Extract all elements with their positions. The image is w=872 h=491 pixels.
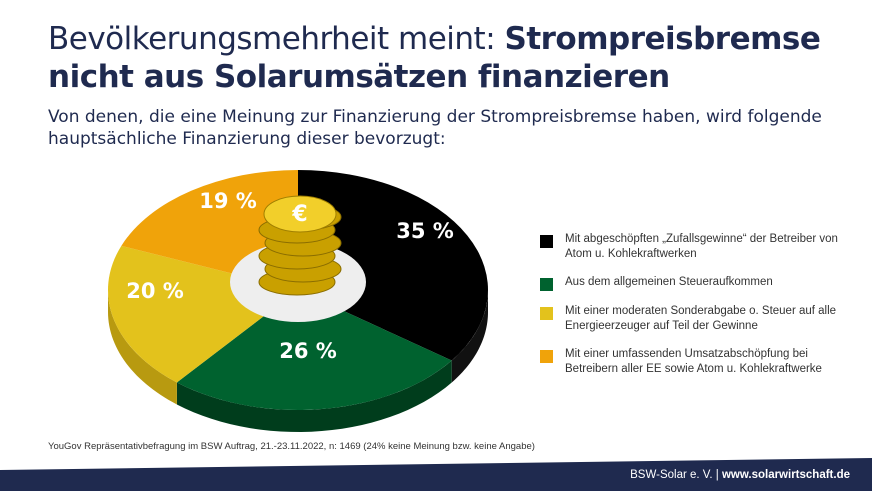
footer-org: BSW-Solar e. V. | [630, 469, 722, 481]
legend-label: Aus dem allgemeinen Steueraufkommen [565, 276, 773, 288]
legend-swatch [540, 278, 553, 291]
title-bold-line2: nicht aus Solarumsätzen finanzieren [48, 59, 670, 95]
legend-label: Mit einer umfassenden Umsatzabschöpfung … [565, 348, 822, 375]
footer-url: www.solarwirtschaft.de [721, 469, 850, 481]
title-normal: Bevölkerungsmehrheit meint: [48, 21, 505, 57]
pie-side-1 [176, 360, 452, 432]
legend-item: Mit einer umfassenden Umsatzabschöpfung … [540, 347, 840, 377]
pie-side-2 [108, 290, 177, 405]
subtitle: Von denen, die eine Meinung zur Finanzie… [48, 107, 822, 149]
legend-label: Mit abgeschöpften „Zufallsgewinne“ der B… [565, 233, 838, 260]
pie-slice-1 [176, 290, 452, 410]
euro-coins-icon: € [258, 195, 342, 296]
legend-label: Mit einer moderaten Sonderabgabe o. Steu… [565, 305, 837, 332]
legend-item: Mit abgeschöpften „Zufallsgewinne“ der B… [540, 232, 840, 262]
page-title: Bevölkerungsmehrheit meint: Strompreisbr… [48, 20, 821, 96]
footer: BSW-Solar e. V. | www.solarwirtschaft.de [630, 469, 850, 481]
data-label-0: 35 % [396, 219, 454, 243]
data-label-2: 20 % [126, 279, 184, 303]
pie-slice-0 [298, 170, 489, 361]
legend-swatch [540, 235, 553, 248]
title-bold: Strompreisbremse [504, 21, 821, 57]
legend-item: Aus dem allgemeinen Steueraufkommen [540, 275, 840, 291]
svg-text:€: € [291, 202, 307, 227]
legend-swatch [540, 350, 553, 363]
legend-item: Mit einer moderaten Sonderabgabe o. Steu… [540, 304, 840, 334]
data-label-1: 26 % [279, 339, 337, 363]
source-note: YouGov Repräsentativbefragung im BSW Auf… [48, 441, 535, 452]
data-label-3: 19 % [199, 189, 257, 213]
legend-swatch [540, 307, 553, 320]
legend: Mit abgeschöpften „Zufallsgewinne“ der B… [540, 232, 840, 390]
pie-side-0 [451, 290, 488, 383]
